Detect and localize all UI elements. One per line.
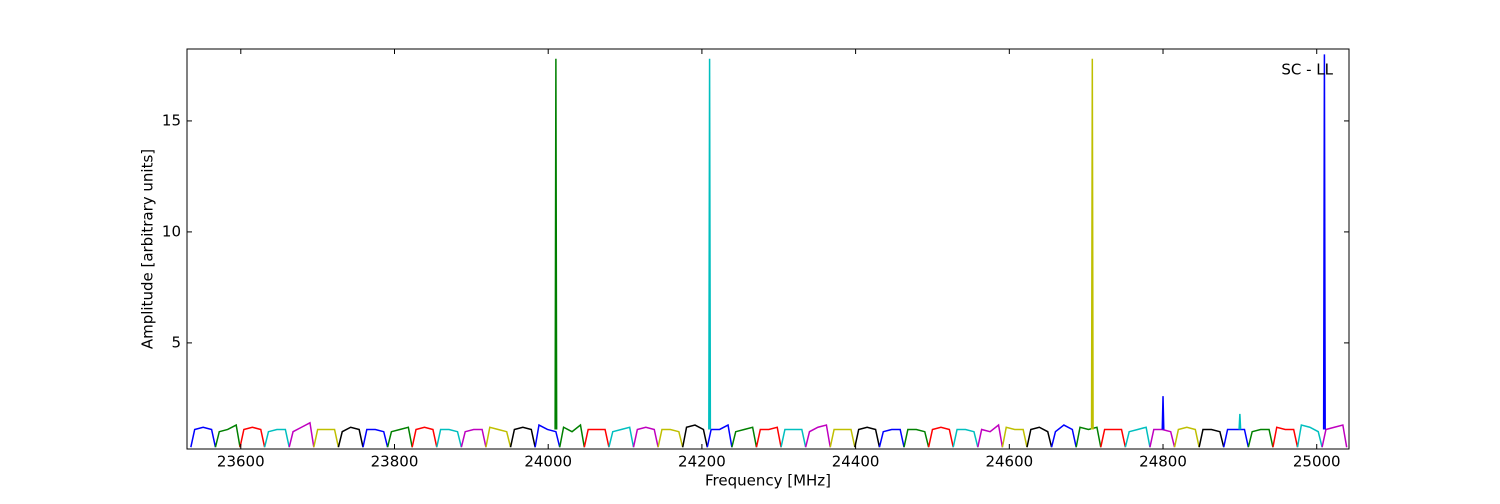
band-line [1026, 426, 1053, 448]
band-line [436, 428, 463, 448]
band-line [681, 424, 709, 448]
band-line [1075, 426, 1102, 448]
y-tick-label: 10 [162, 222, 181, 240]
band-line [977, 423, 1004, 448]
band-line [583, 428, 610, 448]
band-line [1322, 54, 1326, 430]
band-line [780, 428, 807, 448]
band-line [706, 423, 733, 448]
band-line [608, 426, 635, 448]
x-tick-label: 24800 [1139, 453, 1187, 471]
y-axis-label: Amplitude [arbitrary units] [139, 149, 157, 349]
band-line [554, 58, 558, 430]
band-line [1161, 396, 1165, 430]
band-line [485, 426, 512, 448]
band-line [632, 426, 659, 448]
band-line [214, 423, 241, 448]
band-line [1222, 428, 1250, 448]
band-line [411, 426, 438, 448]
band-line [509, 426, 536, 448]
band-line [1238, 413, 1242, 430]
x-tick-label: 24200 [678, 453, 726, 471]
y-tick-label: 5 [171, 333, 181, 351]
band-line [1100, 428, 1127, 448]
band-line [288, 421, 315, 448]
x-tick-label: 25000 [1293, 453, 1341, 471]
x-tick-label: 24400 [832, 453, 880, 471]
plot-frame [186, 48, 1350, 450]
x-tick-label: 24000 [524, 453, 572, 471]
band-line [903, 428, 930, 448]
band-line [755, 426, 782, 448]
band-line [1050, 424, 1077, 448]
band-line [1272, 426, 1299, 448]
band-line [190, 426, 217, 448]
band-line [1124, 426, 1151, 448]
band-line [731, 426, 758, 448]
band-line [1247, 428, 1274, 448]
band-line [313, 428, 340, 448]
band-line [657, 428, 684, 448]
band-line [1090, 58, 1094, 430]
x-tick-label: 24600 [985, 453, 1033, 471]
band-line [829, 428, 856, 448]
band-line [1321, 424, 1348, 448]
band-line [878, 428, 905, 448]
band-line [460, 428, 487, 448]
band-line [362, 428, 389, 448]
band-line [558, 423, 586, 448]
band-line [708, 58, 712, 430]
band-line [804, 424, 831, 448]
band-line [1198, 428, 1225, 448]
band-line [1001, 426, 1028, 448]
x-tick-label: 23600 [217, 453, 265, 471]
band-line [1173, 426, 1200, 448]
x-axis-label: Frequency [MHz] [705, 472, 831, 490]
y-tick-label: 15 [162, 111, 181, 129]
band-line [337, 426, 364, 448]
band-line [927, 426, 954, 448]
band-line [952, 428, 979, 448]
band-line [854, 426, 881, 448]
band-line [386, 426, 413, 448]
band-line [263, 428, 290, 448]
band-line [1296, 424, 1323, 448]
band-line [1149, 428, 1176, 448]
band-line [534, 423, 561, 448]
annotation: SC - LL [1281, 61, 1333, 79]
band-line [239, 426, 266, 448]
x-tick-label: 23800 [371, 453, 419, 471]
